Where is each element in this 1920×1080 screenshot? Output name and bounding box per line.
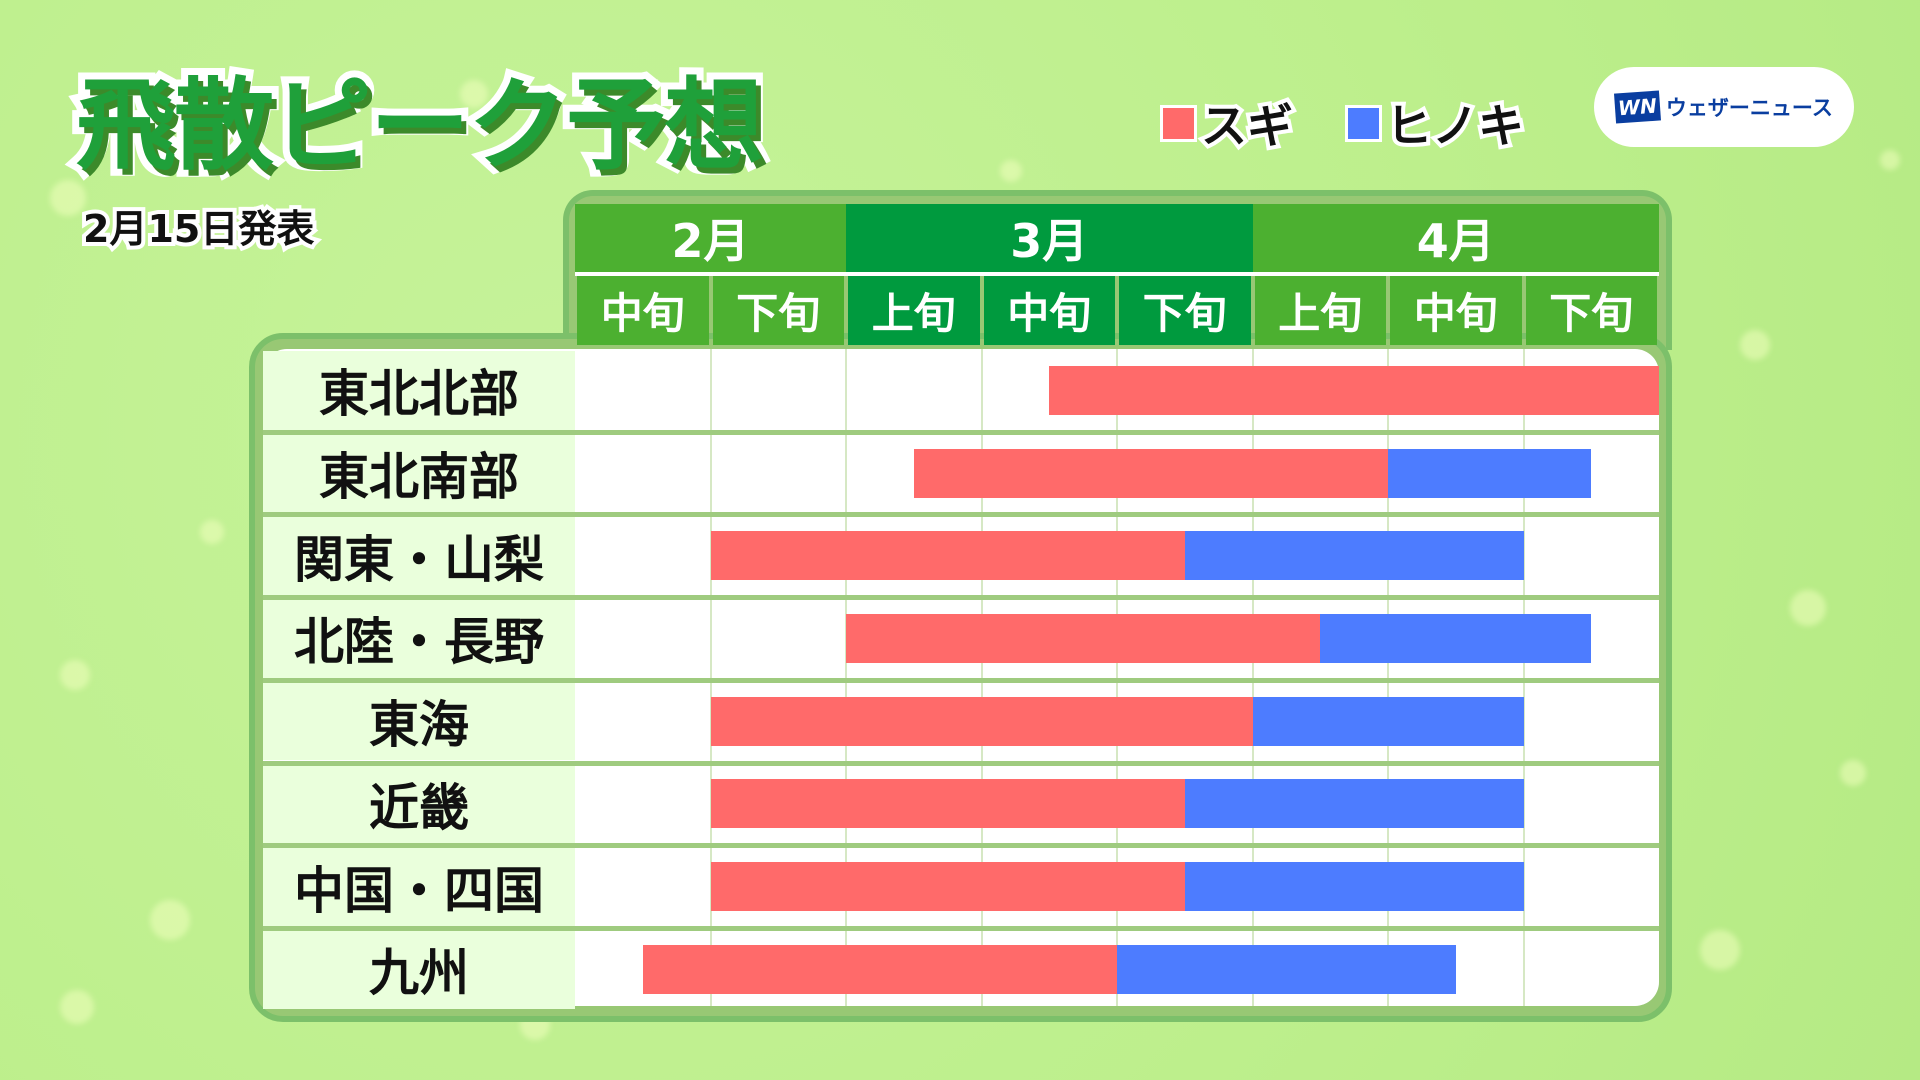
bokeh-dot [150, 900, 190, 940]
bar-sugi [1049, 365, 1659, 415]
period-label: 下旬 [1549, 289, 1634, 338]
period-label: 中旬 [1413, 289, 1498, 338]
bar-sugi [710, 779, 1185, 829]
period-header: 中旬 [1390, 276, 1522, 345]
announcement-date: 2月15日発表 [79, 203, 318, 255]
bokeh-dot [1000, 160, 1022, 182]
period-header: 下旬 [1525, 276, 1657, 345]
legend-item-sugi: スギ [1160, 90, 1297, 157]
grid-line [709, 349, 712, 1006]
bar-hinoki [1184, 531, 1524, 581]
region-name: 東海 [369, 696, 469, 755]
month-label: 2月 [671, 214, 750, 268]
period-label: 下旬 [736, 289, 821, 338]
period-label: 上旬 [1278, 289, 1363, 338]
region-label: 東海 [263, 681, 575, 761]
grid-line [845, 349, 847, 1006]
region-label: 東北北部 [263, 351, 575, 430]
grid-line [1522, 349, 1525, 1006]
region-label: 関東・山梨 [263, 516, 575, 596]
period-header: 上旬 [1254, 276, 1386, 345]
period-header: 下旬 [712, 276, 844, 345]
bokeh-dot [50, 180, 86, 216]
region-label: 近畿 [263, 764, 575, 844]
logo-mark: WN [1614, 90, 1661, 124]
bar-sugi [846, 613, 1321, 663]
bar-hinoki [1184, 779, 1524, 829]
bokeh-dot [1740, 330, 1770, 360]
grid-line [980, 349, 983, 1006]
legend-swatch-hinoki [1345, 104, 1382, 142]
bokeh-dot [60, 660, 90, 690]
bar-sugi [710, 862, 1185, 912]
legend-swatch-sugi [1160, 104, 1197, 142]
bar-sugi [913, 448, 1388, 498]
row-separator [263, 512, 1659, 518]
legend-label-sugi: スギ [1197, 95, 1297, 157]
month-label: 4月 [1416, 214, 1495, 268]
bar-sugi [710, 531, 1185, 581]
region-label: 中国・四国 [263, 847, 575, 926]
period-header: 下旬 [1119, 276, 1251, 345]
grid-line [1387, 349, 1389, 1006]
grid-line [1251, 349, 1254, 1006]
bar-sugi [710, 696, 1253, 746]
bar-hinoki [1252, 696, 1524, 746]
bokeh-dot [1880, 150, 1900, 170]
weathernews-logo: WN ウェザーニュース [1594, 67, 1854, 147]
grid-line [1116, 349, 1118, 1006]
row-separator [263, 843, 1659, 849]
month-header: 2月 [575, 204, 846, 272]
region-name: 中国・四国 [294, 861, 544, 920]
header-divider [575, 272, 1659, 276]
region-label: 東北南部 [263, 433, 575, 513]
bar-sugi [642, 944, 1117, 994]
page-title: 飛散ピーク予想 [69, 60, 771, 191]
bar-hinoki [1320, 613, 1592, 663]
month-label: 3月 [1010, 214, 1089, 268]
period-label: 中旬 [1007, 289, 1092, 338]
row-separator [263, 677, 1659, 683]
bar-hinoki [1117, 944, 1456, 994]
bokeh-dot [1840, 760, 1866, 786]
bar-hinoki [1388, 448, 1592, 498]
row-separator [263, 429, 1659, 435]
period-header: 中旬 [983, 276, 1115, 345]
region-name: 九州 [369, 944, 469, 1003]
month-header: 4月 [1252, 204, 1659, 272]
month-header: 3月 [846, 204, 1253, 272]
period-label: 中旬 [600, 289, 685, 338]
period-header: 中旬 [577, 276, 709, 345]
legend-label-hinoki: ヒノキ [1382, 95, 1528, 157]
row-separator [263, 595, 1659, 601]
bokeh-dot [60, 990, 94, 1024]
period-header: 上旬 [848, 276, 980, 345]
bokeh-dot [460, 80, 488, 108]
logo-name: ウェザーニュース [1665, 96, 1833, 120]
period-label: 下旬 [1142, 289, 1227, 338]
legend-item-hinoki: ヒノキ [1345, 90, 1528, 157]
region-name: 北陸・長野 [294, 613, 544, 672]
region-name: 関東・山梨 [294, 530, 544, 589]
region-name: 近畿 [369, 778, 469, 837]
bokeh-dot [1700, 930, 1740, 970]
bar-hinoki [1184, 862, 1524, 912]
region-name: 東北南部 [319, 448, 519, 507]
bokeh-dot [1790, 590, 1826, 626]
bokeh-dot [200, 520, 224, 544]
row-separator [263, 760, 1659, 766]
period-label: 上旬 [871, 289, 956, 338]
region-name: 東北北部 [319, 365, 519, 424]
region-label: 北陸・長野 [263, 599, 575, 678]
region-label: 九州 [263, 929, 575, 1009]
row-separator [263, 925, 1659, 931]
